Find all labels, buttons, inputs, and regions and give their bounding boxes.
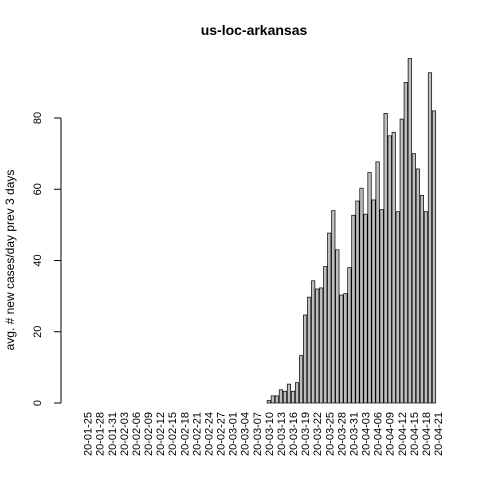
x-tick-label: 20-01-28 [95, 412, 107, 456]
bar [387, 135, 392, 404]
x-tick-label: 20-02-21 [191, 412, 203, 456]
x-tick-label: 20-04-21 [433, 412, 445, 456]
bar [278, 389, 283, 404]
x-axis-tick-labels: 20-01-25 20-01-28 20-01-31 20-02-03 20-02-06… [83, 412, 445, 456]
x-tick-label: 20-04-18 [421, 412, 433, 456]
bar [270, 395, 275, 404]
y-tick-label: 60 [32, 183, 44, 195]
chart-title: us-loc-arkansas [201, 22, 308, 38]
y-tick-label: 20 [32, 326, 44, 338]
bar [355, 200, 360, 404]
x-tick-label: 20-03-07 [252, 412, 264, 456]
bar-group [266, 58, 437, 404]
bar [371, 199, 376, 404]
x-tick-label: 20-01-31 [107, 412, 119, 456]
bar [383, 113, 388, 404]
bar [343, 293, 348, 404]
bar [286, 383, 292, 404]
bar [363, 213, 368, 404]
x-tick-label: 20-03-28 [336, 412, 348, 456]
bar [307, 296, 312, 404]
x-tick-label: 20-01-25 [83, 412, 95, 456]
bar [415, 168, 420, 404]
y-axis-label: avg. # new cases/day prev 3 days [3, 170, 17, 351]
bar [347, 267, 352, 404]
x-tick-label: 20-02-06 [131, 412, 143, 456]
bar [274, 395, 279, 404]
bar [367, 172, 372, 404]
bar [294, 382, 300, 404]
x-tick-label: 20-04-09 [385, 412, 397, 456]
bar [391, 131, 396, 404]
x-tick-label: 20-02-27 [216, 412, 228, 456]
bar [319, 287, 324, 404]
x-tick-label: 20-03-22 [312, 412, 324, 456]
x-tick-label: 20-03-04 [240, 412, 252, 456]
x-tick-label: 20-02-18 [179, 412, 191, 456]
y-tick-label: 80 [32, 112, 44, 124]
bar [266, 400, 271, 404]
bar [311, 280, 316, 404]
bar [375, 161, 380, 404]
bar [323, 266, 328, 404]
bar [282, 390, 288, 404]
bar [399, 118, 404, 404]
bar [423, 211, 428, 404]
x-tick-label: 20-02-12 [155, 412, 167, 456]
bar [303, 314, 308, 404]
bar [403, 82, 408, 404]
x-tick-label: 20-04-12 [397, 412, 409, 456]
x-tick-label: 20-02-15 [167, 412, 179, 456]
bar [335, 249, 340, 404]
bar [407, 58, 412, 404]
bar [339, 294, 344, 404]
x-tick-label: 20-02-03 [119, 412, 131, 456]
x-tick-label: 20-03-19 [300, 412, 312, 456]
x-tick-label: 20-03-01 [228, 412, 240, 456]
y-tick-label: 0 [32, 400, 44, 406]
bar [359, 187, 364, 404]
bar [351, 214, 356, 404]
x-tick-label: 20-04-15 [409, 412, 421, 456]
bar [427, 72, 433, 404]
y-axis: 0 20 40 60 80 [32, 112, 62, 406]
x-tick-label: 20-02-24 [203, 412, 215, 456]
bar [299, 355, 304, 404]
x-tick-label: 20-03-31 [348, 412, 360, 456]
x-tick-label: 20-03-25 [324, 412, 336, 456]
bar [419, 194, 424, 404]
bar [431, 110, 437, 404]
bar [290, 390, 296, 404]
x-tick-label: 20-03-16 [288, 412, 300, 456]
x-tick-label: 20-03-13 [276, 412, 288, 456]
bar [411, 153, 416, 404]
bar [331, 210, 336, 404]
x-tick-label: 20-04-06 [373, 412, 385, 456]
y-tick-label: 40 [32, 254, 44, 266]
bar [379, 209, 384, 404]
bar [315, 288, 320, 404]
x-tick-label: 20-02-09 [143, 412, 155, 456]
x-tick-label: 20-03-10 [264, 412, 276, 456]
bar [395, 211, 400, 404]
bar [327, 232, 332, 404]
x-tick-label: 20-04-03 [361, 412, 373, 456]
